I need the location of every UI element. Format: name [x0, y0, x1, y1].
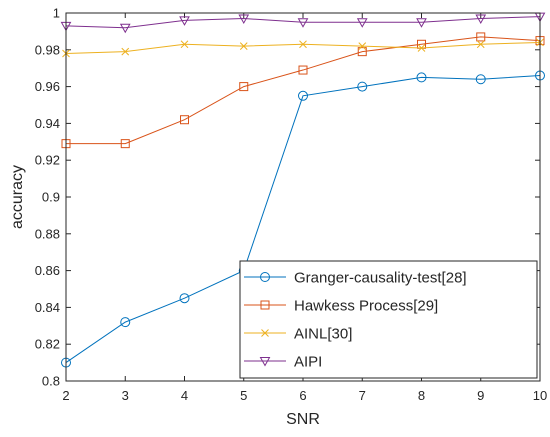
x-axis-label: SNR [286, 411, 320, 428]
y-axis-label: accuracy [9, 165, 26, 229]
y-tick-label: 0.9 [42, 190, 60, 205]
y-tick-label: 0.86 [35, 263, 60, 278]
data-point [121, 47, 130, 56]
series-4 [60, 12, 546, 34]
legend-marker [259, 357, 271, 367]
data-point [357, 47, 367, 57]
series-layer [60, 12, 546, 368]
data-point [299, 40, 307, 49]
data-point [475, 14, 487, 25]
y-tick-label: 0.88 [35, 226, 60, 241]
data-point [238, 14, 250, 25]
plot-area-frame [65, 12, 541, 382]
legend-box [239, 260, 538, 379]
x-tick-label: 5 [240, 388, 247, 403]
y-tick-label: 0.98 [35, 42, 60, 57]
x-tick-label: 4 [181, 388, 188, 403]
data-point [179, 293, 190, 304]
y-tick-label: 0.82 [35, 337, 60, 352]
data-point [298, 90, 308, 101]
legend-label: AINL[30] [294, 326, 352, 343]
y-tick-label: 0.92 [35, 153, 60, 168]
legend-label: AIPI [294, 354, 322, 371]
x-tick-label: 2 [62, 388, 69, 403]
legend-entry: AINL[30] [244, 326, 352, 343]
data-point [239, 82, 249, 92]
legend-entry: Granger-causality-test[28] [244, 270, 467, 287]
y-tick-label: 0.8 [42, 374, 60, 389]
legend-marker [260, 272, 270, 282]
legend: Granger-causality-test[28] Hawkess Proces… [239, 260, 538, 379]
data-point [119, 23, 131, 34]
series-1 [61, 70, 545, 368]
legend-entry: Hawkess Process[29] [244, 298, 438, 315]
data-point [180, 115, 189, 125]
x-axis-ticks: 2 3 4 5 6 7 8 9 10 [62, 13, 547, 403]
data-point [120, 139, 130, 149]
data-point [358, 42, 367, 50]
y-tick-label: 0.96 [35, 79, 60, 94]
legend-label: Hawkess Process[29] [294, 298, 438, 315]
data-point [476, 32, 486, 42]
x-tick-label: 10 [533, 388, 547, 403]
data-point [356, 18, 368, 28]
x-tick-label: 6 [299, 388, 306, 403]
data-point [416, 72, 427, 83]
x-tick-label: 7 [359, 388, 366, 403]
legend-label: Granger-causality-test[28] [294, 270, 467, 287]
series-3 [62, 38, 544, 58]
data-point [180, 40, 189, 49]
x-tick-label: 9 [477, 388, 484, 403]
data-point [475, 74, 486, 85]
legend-marker [261, 329, 269, 337]
data-point [179, 16, 190, 26]
x-tick-label: 3 [122, 388, 129, 403]
x-tick-label: 8 [418, 388, 425, 403]
data-point [120, 317, 131, 328]
data-point [417, 44, 426, 52]
data-point [297, 18, 309, 28]
series-2 [61, 32, 545, 149]
y-tick-label: 0.84 [35, 300, 60, 315]
series-line [65, 16, 541, 29]
data-point [416, 18, 427, 28]
y-tick-label: 1 [53, 6, 60, 21]
data-point [357, 81, 368, 92]
series-line [66, 36, 541, 145]
data-point [239, 42, 248, 50]
legend-entry: AIPI [244, 354, 322, 371]
y-axis-ticks: 0.8 0.82 0.84 0.86 0.88 0.9 0.92 0.94 0.96 0.98 1 [35, 6, 540, 389]
series-line [65, 75, 541, 364]
data-point [298, 65, 308, 75]
y-tick-label: 0.94 [35, 116, 60, 131]
data-point [476, 40, 485, 49]
legend-marker [260, 300, 270, 310]
